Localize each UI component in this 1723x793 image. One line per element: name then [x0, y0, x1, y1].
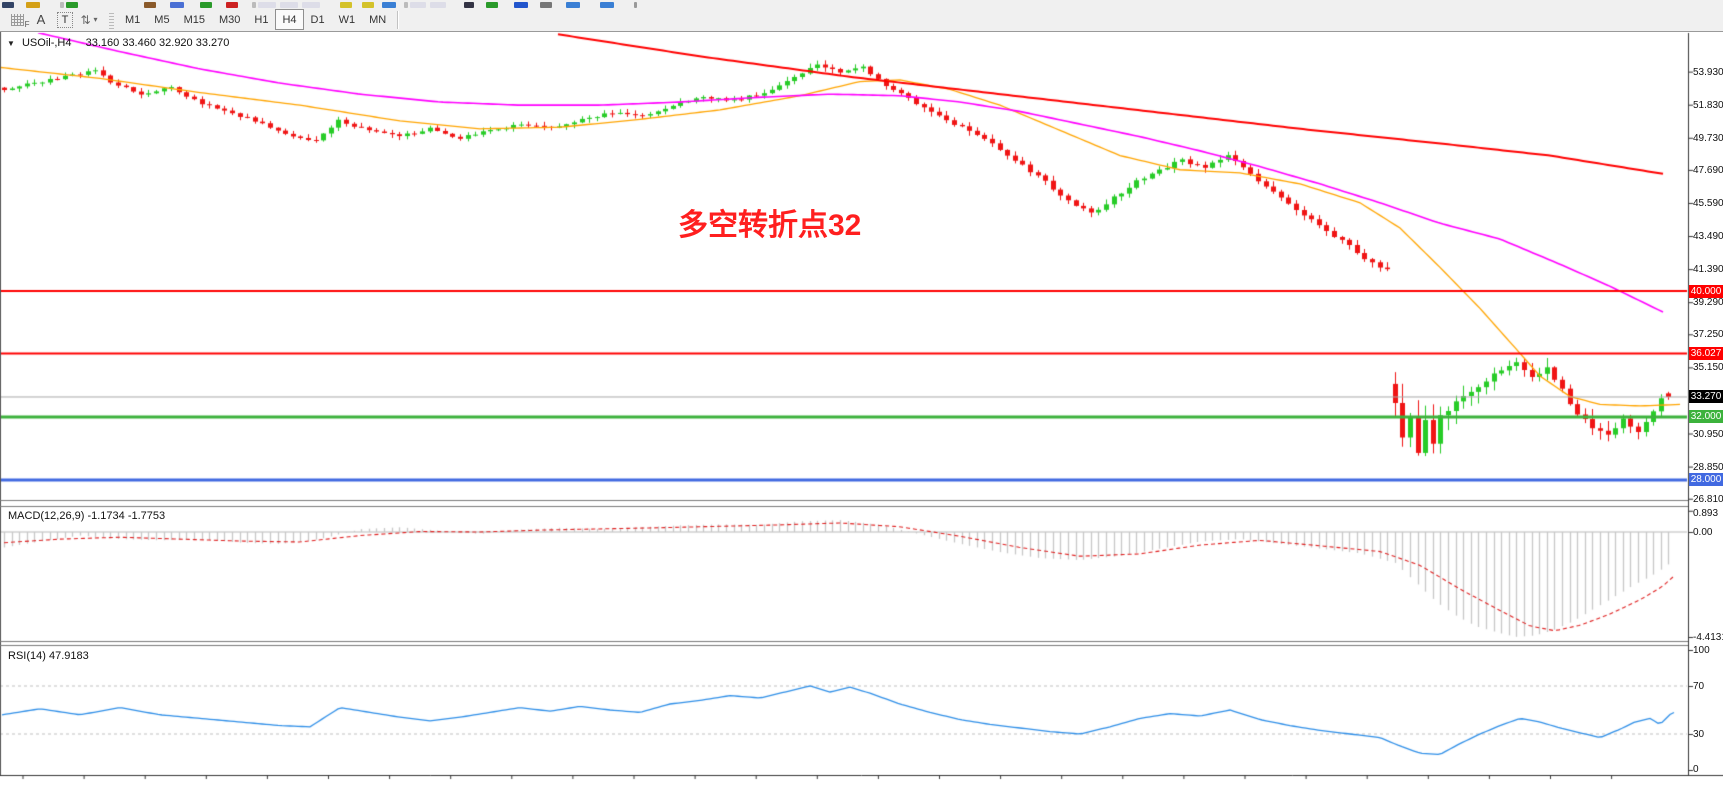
toolbar-icon-partial[interactable]	[410, 2, 426, 8]
price-axis-label: 30.950	[1693, 428, 1723, 440]
timeframe-button-w1[interactable]: W1	[338, 13, 356, 26]
chart-annotation-text[interactable]: 多空转折点32	[678, 209, 862, 242]
price-axis-label: 26.810	[1693, 493, 1723, 505]
toolbar-icon-partial[interactable]	[26, 2, 40, 8]
timeframe-button-m5[interactable]: M5	[154, 13, 170, 26]
toolbar-icon-partial[interactable]	[302, 2, 320, 8]
price-axis-label: 43.490	[1693, 231, 1723, 243]
toolbar-top-partial	[0, 0, 1723, 8]
grid-icon: F	[10, 13, 30, 29]
toolbar-icon-partial[interactable]	[170, 2, 184, 8]
toolbar-icon-partial[interactable]	[66, 2, 78, 8]
cursor-tool-button[interactable]: A	[36, 12, 46, 27]
price-axis-label: 49.730	[1693, 132, 1723, 144]
price-badge: 36.027	[1689, 347, 1723, 361]
timeframe-button-h4[interactable]: H4	[275, 9, 304, 30]
price-axis-label: 39.290	[1693, 297, 1723, 309]
toolbar-icon-partial[interactable]	[252, 2, 256, 8]
price-axis-label: 45.590	[1693, 197, 1723, 209]
toolbar-icon-partial[interactable]	[280, 2, 298, 8]
symbol-period-label: USOil-,H4	[21, 37, 72, 49]
timeframe-button-m15[interactable]: M15	[183, 13, 205, 26]
toolbar-grip[interactable]	[109, 10, 114, 29]
toolbar-icon-partial[interactable]	[60, 2, 64, 8]
arrows-icon: ⇅	[80, 12, 91, 27]
timeframe-button-m1[interactable]: M1	[125, 13, 141, 26]
rsi-indicator-label: RSI(14) 47.9183	[8, 650, 89, 662]
toolbar-icon-partial[interactable]	[514, 2, 528, 8]
toolbar-icon-partial[interactable]	[634, 2, 637, 8]
toolbar-icon-partial[interactable]	[600, 2, 614, 8]
toolbar-icon-partial[interactable]	[404, 2, 408, 8]
rsi-axis-label: 30	[1693, 729, 1705, 740]
toolbar-icon-partial[interactable]	[258, 2, 276, 8]
macd-axis-label: 0.893	[1693, 508, 1719, 519]
toolbar-icon-partial[interactable]	[382, 2, 396, 8]
price-badge: 32.000	[1689, 410, 1723, 424]
price-axis-label: 51.830	[1693, 99, 1723, 111]
price-axis-label: 47.690	[1693, 164, 1723, 176]
rsi-axis-label: 0	[1693, 764, 1699, 775]
toolbar-icon-partial[interactable]	[430, 2, 446, 8]
macd-axis-label: 0.00	[1693, 527, 1713, 538]
price-badge: 33.270	[1689, 390, 1723, 404]
price-axis-label: 28.850	[1693, 461, 1723, 473]
chevron-down-icon[interactable]: ▼	[7, 39, 15, 48]
chart-ohlc-header: ▼ USOil-,H4 33.160 33.460 32.920 33.270	[7, 37, 229, 49]
timeframe-bar: M1 M5 M15 M30 H1 H4 D1 W1 MN	[118, 9, 393, 30]
ohlc-values: 33.160 33.460 32.920 33.270	[85, 37, 230, 49]
toolbar-main: F A T ⇅ ▾ M1 M5 M15 M30 H1 H4 D1 W1 MN	[0, 8, 1723, 32]
caret-down-icon: ▾	[93, 15, 98, 24]
text-tool-button[interactable]: T	[54, 10, 76, 29]
price-axis-label: 41.390	[1693, 264, 1723, 276]
toolbar-icon-partial[interactable]	[362, 2, 374, 8]
toolbar-icon-partial[interactable]	[200, 2, 212, 8]
toolbar-icon-partial[interactable]	[144, 2, 156, 8]
toolbar-icon-partial[interactable]	[566, 2, 580, 8]
timeframe-button-mn[interactable]: MN	[369, 13, 387, 26]
timeframe-button-d1[interactable]: D1	[310, 13, 325, 26]
macd-indicator-label: MACD(12,26,9) -1.1734 -1.7753	[8, 510, 166, 522]
indicator-tool-button[interactable]: ⇅ ▾	[78, 10, 100, 29]
price-badge: 40.000	[1689, 284, 1723, 298]
price-axis-label: 35.150	[1693, 362, 1723, 374]
toolbar-icon-partial[interactable]	[464, 2, 474, 8]
toolbar-icon-partial[interactable]	[226, 2, 238, 8]
toolbar-icon-partial[interactable]	[540, 2, 552, 8]
price-axis-label: 37.250	[1693, 329, 1723, 341]
toolbar-icon-partial[interactable]	[340, 2, 352, 8]
rsi-axis-label: 100	[1693, 645, 1710, 656]
text-icon: T	[57, 11, 73, 28]
timeframe-button-h1[interactable]: H1	[254, 13, 269, 26]
timeframe-button-m30[interactable]: M30	[218, 13, 241, 26]
price-badge: 28.000	[1689, 473, 1723, 487]
price-axis-label: 53.930	[1693, 66, 1723, 78]
rsi-axis-label: 70	[1693, 681, 1705, 692]
toolbar-separator	[397, 10, 400, 29]
toolbar-icon-partial[interactable]	[2, 2, 14, 8]
toolbar-icon-partial[interactable]	[486, 2, 498, 8]
grid-toggle-icon[interactable]: F	[6, 10, 30, 29]
